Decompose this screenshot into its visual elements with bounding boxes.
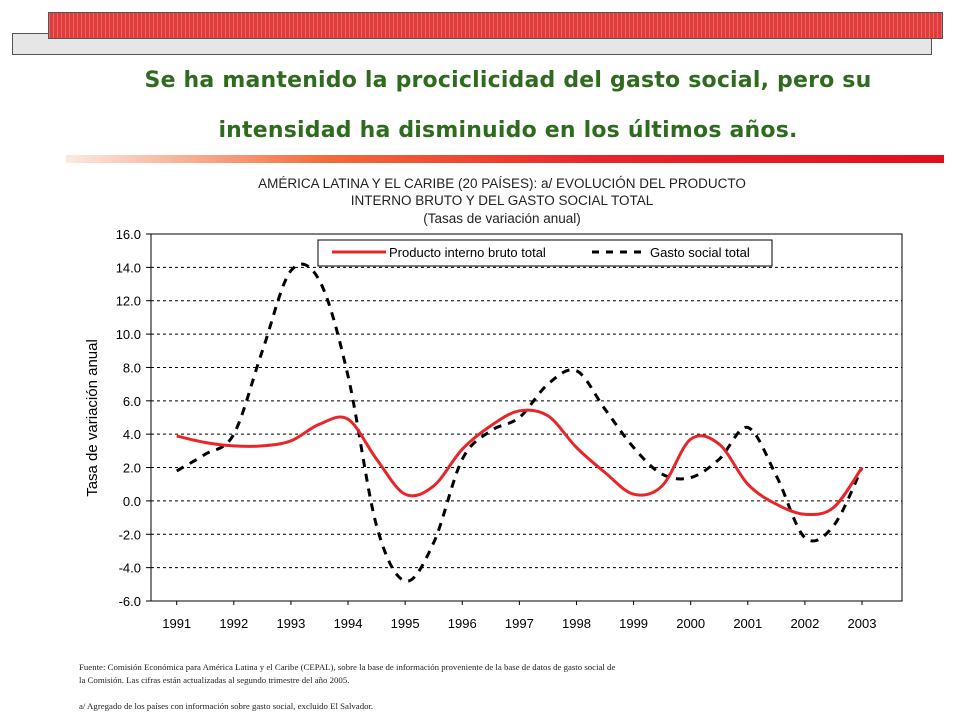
x-tick-label: 2000: [676, 616, 705, 631]
y-tick-label: 14.0: [116, 260, 141, 275]
x-tick-label: 1999: [619, 616, 648, 631]
legend-label-social: Gasto social total: [650, 245, 750, 260]
series-line-social-spending: [175, 262, 864, 583]
header-decoration-bar: [48, 12, 943, 39]
y-tick-label: 2.0: [123, 461, 141, 476]
x-tick-label: 1998: [562, 616, 591, 631]
x-tick-label: 1997: [505, 616, 534, 631]
x-tick-label: 2002: [790, 616, 819, 631]
series-lines: [175, 262, 864, 583]
legend-box: [317, 239, 773, 267]
footnote-note-a: a/ Agregado de los países con informació…: [79, 701, 374, 711]
x-tick-label: 1991: [162, 616, 191, 631]
y-tick-label: 0.0: [123, 494, 141, 509]
chart-legend: Producto interno bruto total Gasto socia…: [317, 239, 773, 267]
x-tick-label: 1992: [219, 616, 248, 631]
footnote-source-line2: la Comisión. Las cifras están actualizad…: [79, 675, 350, 685]
chart-subtitle: (Tasas de variación anual): [423, 211, 581, 226]
footnote-source-line1: Fuente: Comisión Económica para América …: [79, 662, 616, 672]
x-tick-label: 2003: [848, 616, 877, 631]
plot-area-border: [150, 233, 903, 602]
y-tick-label: 4.0: [123, 427, 141, 442]
y-tick-label: 8.0: [123, 360, 141, 375]
y-tick-label: -6.0: [119, 594, 141, 609]
x-tick-label: 1996: [448, 616, 477, 631]
slide-title-line2: intensidad ha disminuido en los últimos …: [218, 118, 798, 143]
y-tick-label: 12.0: [116, 294, 141, 309]
y-tick-label: 10.0: [116, 327, 141, 342]
title-underline: [66, 155, 944, 163]
legend-label-gdp: Producto interno bruto total: [389, 245, 546, 260]
x-tick-label: 1993: [276, 616, 305, 631]
x-tick-label: 2001: [733, 616, 762, 631]
gridlines: [151, 266, 902, 569]
y-axis-ticks: 16.0 14.0 12.0 10.0 8.0 6.0 4.0 2.0 0.0 -2.0 -4.0 -…: [116, 227, 151, 609]
y-axis-label: Tasa de variación anual: [84, 339, 101, 497]
series-line-gdp: [176, 408, 864, 517]
y-tick-label: -4.0: [119, 561, 141, 576]
chart-title-line2: INTERNO BRUTO Y DEL GASTO SOCIAL TOTAL: [350, 193, 654, 208]
x-tick-label: 1995: [391, 616, 420, 631]
y-tick-label: -2.0: [119, 527, 141, 542]
slide-title-line1: Se ha mantenido la prociclicidad del gas…: [144, 68, 872, 93]
y-tick-label: 16.0: [116, 227, 141, 242]
x-axis-ticks: 1991 1992 1993 1994 1995 1996 1997 1998 1999 2000…: [162, 601, 876, 631]
x-tick-label: 1994: [334, 616, 363, 631]
chart-title-line1: AMÉRICA LATINA Y EL CARIBE (20 PAÍSES): …: [258, 176, 746, 191]
y-tick-label: 6.0: [123, 394, 141, 409]
